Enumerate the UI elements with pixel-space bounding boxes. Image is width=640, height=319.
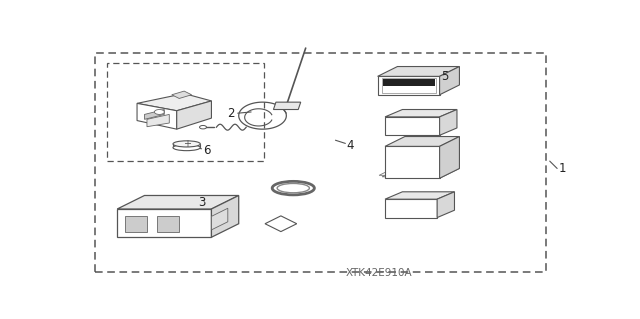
Polygon shape: [125, 216, 147, 232]
Polygon shape: [385, 109, 457, 117]
Polygon shape: [378, 76, 440, 95]
Polygon shape: [265, 216, 297, 232]
Polygon shape: [437, 192, 454, 218]
Polygon shape: [383, 79, 435, 86]
Polygon shape: [382, 167, 456, 177]
Text: 5: 5: [441, 70, 448, 83]
Polygon shape: [385, 199, 437, 218]
Text: 4: 4: [347, 139, 354, 152]
Polygon shape: [385, 117, 440, 135]
Ellipse shape: [173, 141, 200, 147]
Polygon shape: [117, 209, 211, 237]
Text: 3: 3: [198, 197, 205, 209]
Polygon shape: [378, 67, 460, 76]
Text: +: +: [182, 139, 191, 149]
Polygon shape: [211, 196, 239, 237]
Polygon shape: [273, 102, 301, 109]
Polygon shape: [177, 101, 211, 129]
Polygon shape: [117, 196, 239, 209]
Polygon shape: [385, 168, 460, 178]
Polygon shape: [137, 93, 211, 111]
Polygon shape: [385, 146, 440, 178]
Polygon shape: [379, 166, 454, 175]
Polygon shape: [385, 137, 460, 146]
Bar: [108, 63, 264, 161]
Polygon shape: [137, 103, 177, 129]
Text: 2: 2: [228, 107, 235, 120]
Text: 1: 1: [558, 162, 566, 175]
Bar: [381, 78, 436, 93]
Polygon shape: [440, 109, 457, 135]
Text: 6: 6: [203, 144, 210, 157]
Text: XTK42E910A: XTK42E910A: [346, 268, 412, 278]
Polygon shape: [211, 208, 228, 230]
Polygon shape: [440, 137, 460, 178]
Polygon shape: [147, 115, 169, 127]
Ellipse shape: [173, 145, 200, 151]
Polygon shape: [145, 109, 164, 119]
Polygon shape: [172, 91, 191, 99]
Ellipse shape: [277, 183, 309, 193]
Polygon shape: [440, 67, 460, 95]
Polygon shape: [385, 192, 454, 199]
Circle shape: [200, 125, 207, 129]
Bar: [95, 53, 547, 272]
Circle shape: [154, 109, 164, 115]
Polygon shape: [157, 216, 179, 232]
